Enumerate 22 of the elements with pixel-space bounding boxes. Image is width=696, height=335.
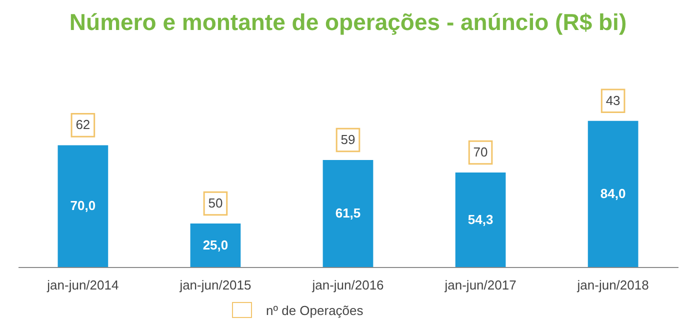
x-tick-label: jan-jun/2015	[178, 278, 252, 292]
bar	[455, 172, 506, 267]
annotation: 70	[473, 144, 488, 160]
bar	[588, 120, 638, 267]
data-label: 61,5	[335, 205, 361, 220]
annotation: 50	[208, 196, 223, 210]
x-tick-label: jan-jun/2016	[311, 278, 384, 292]
annotation: 43	[606, 92, 620, 108]
annotation: 62	[76, 117, 90, 132]
chart-title: Número e montante de operações - anúncio (R$ bi)	[69, 9, 627, 35]
x-tick-label: jan-jun/2017	[444, 278, 516, 292]
bar	[322, 160, 374, 267]
data-label: 54,3	[468, 212, 494, 227]
x-tick-label: jan-jun/2018	[576, 278, 649, 292]
x-tick-label: jan-jun/2014	[46, 278, 119, 292]
bar	[190, 224, 241, 267]
bar	[58, 145, 108, 267]
annotation: 59	[340, 132, 356, 147]
data-label: 84,0	[600, 186, 626, 201]
data-label: 70,0	[70, 198, 96, 214]
text: nº de Operações	[266, 302, 364, 318]
data-label: 25,0	[202, 237, 228, 252]
